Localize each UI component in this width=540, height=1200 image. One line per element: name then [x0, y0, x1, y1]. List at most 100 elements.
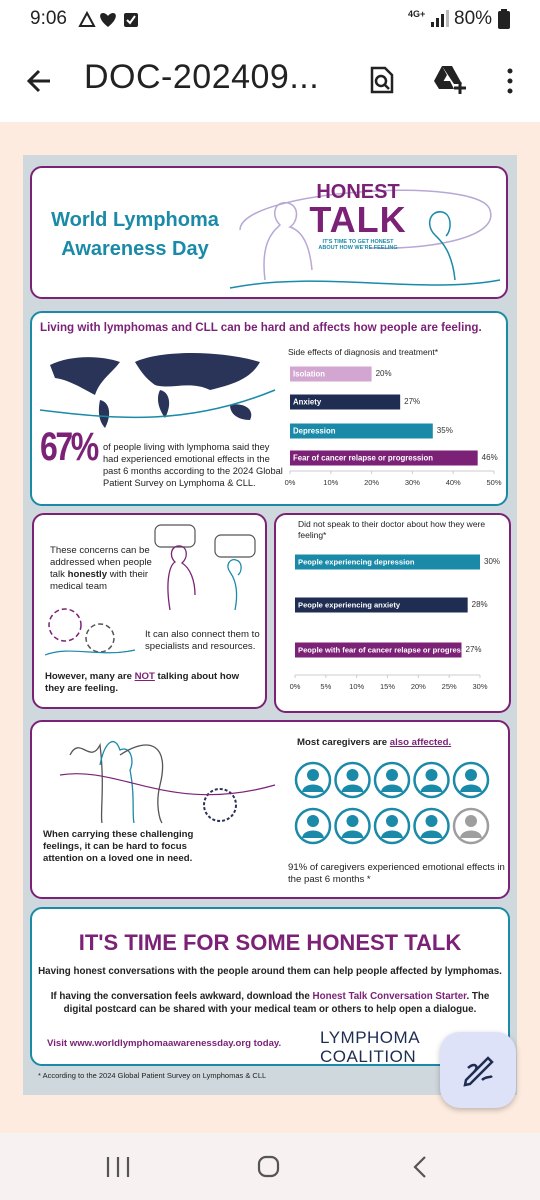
chart-title: Did not speak to their doctor about how …: [298, 519, 486, 540]
concerns-text: These concerns can be addressed when peo…: [50, 545, 162, 593]
value-label: 27%: [404, 397, 420, 406]
home-button[interactable]: [256, 1155, 282, 1179]
text-part: talking about how they are feeling.: [45, 671, 240, 694]
person-icon-head: [307, 769, 319, 781]
logo-line: TALK: [309, 199, 407, 240]
honest-line: Having honest conversations with the peo…: [38, 966, 502, 977]
person-icon-body: [302, 830, 324, 838]
x-tick-label: 0%: [290, 682, 301, 691]
signal-icon: [431, 10, 449, 27]
caregiver-stat: 91% of caregivers experienced emotional …: [288, 862, 505, 885]
footnote: * According to the 2024 Global Patient S…: [38, 1071, 267, 1080]
bar: [290, 366, 372, 382]
text-part: If having the conversation feels awkward…: [50, 991, 313, 1002]
person-icon-head: [346, 815, 359, 827]
person-icon-head: [386, 815, 398, 827]
value-label: 28%: [472, 600, 488, 609]
person-icon-ring: [413, 807, 450, 845]
section-box: [30, 907, 510, 1066]
person-icon-body: [460, 830, 482, 838]
logo-line: HONEST: [316, 181, 400, 203]
edit-icon: [463, 1056, 494, 1087]
x-tick-label: 50%: [486, 478, 501, 487]
section-box: [30, 311, 508, 506]
more-button[interactable]: [505, 66, 515, 96]
logo-tagline: ABOUT HOW WE'RE FEELING: [318, 244, 398, 251]
person-icon-head: [425, 815, 438, 827]
x-tick-label: 30%: [405, 478, 420, 487]
bar-category-label: People with fear of cancer relapse or pr…: [298, 646, 477, 655]
section-heading: Living with lymphomas and CLL can be har…: [40, 321, 482, 334]
x-tick-label: 5%: [320, 682, 331, 691]
x-tick-label: 0%: [285, 478, 296, 487]
person-icon-body: [302, 784, 324, 792]
person-icon-head: [425, 769, 438, 781]
call-to-action-title: IT'S TIME FOR SOME HONEST TALK: [78, 930, 462, 955]
logo-line: LYMPHOMA: [320, 1028, 421, 1047]
bar: [290, 394, 401, 410]
person-icon-ring: [413, 761, 450, 799]
bar-category-label: People experiencing anxiety: [298, 601, 401, 610]
document-title: DOC-202409...: [84, 58, 320, 96]
stat-text: of people living with lymphoma said they…: [103, 442, 283, 488]
header-illustration: [229, 189, 501, 289]
value-label: 30%: [484, 557, 500, 566]
person-icon-ring: [334, 807, 371, 845]
status-network: 4G+: [408, 9, 426, 19]
section-box: [274, 513, 511, 713]
bar-category-label: Anxiety: [293, 398, 322, 407]
back-button[interactable]: [24, 66, 54, 96]
edit-fab[interactable]: [440, 1032, 516, 1108]
caregiver-left-text: When carrying these challenging feelings…: [43, 829, 194, 864]
person-icon-body: [341, 830, 364, 838]
bar: [290, 423, 433, 439]
text-part: Most caregivers are: [297, 737, 390, 748]
starter-text: If having the conversation feels awkward…: [38, 990, 502, 1016]
text-part: However, many are: [45, 671, 135, 682]
status-battery: 80%: [454, 8, 493, 29]
starter-link[interactable]: Honest Talk Conversation Starter: [312, 991, 467, 1002]
caregiver-heading: Most caregivers are also affected.: [297, 737, 451, 748]
person-icon-body: [341, 784, 364, 792]
x-tick-label: 15%: [380, 682, 395, 691]
person-icon-body: [381, 784, 403, 792]
person-icon-ring: [373, 807, 411, 845]
x-tick-label: 20%: [411, 682, 426, 691]
value-label: 27%: [466, 645, 482, 654]
text-emphasis: NOT: [134, 671, 155, 682]
visit-link[interactable]: Visit www.worldlymphomaawarenessday.org …: [47, 1038, 282, 1049]
bar-chart: 0% 10% 20% 30% 40% 50% Isolation 20% Anxiety 27% D…: [285, 366, 502, 487]
text-part: with their medical team: [50, 569, 149, 592]
person-icon-body: [420, 784, 443, 792]
person-icon-ring: [294, 807, 332, 845]
value-label: 35%: [437, 426, 453, 435]
bar-category-label: Depression: [293, 427, 336, 436]
header-title: World Lymphoma Awareness Day: [50, 206, 220, 264]
bar-chart: 0% 5% 10% 15% 20% 25% 30% People experiencing d…: [290, 554, 500, 691]
person-icon-ring: [334, 761, 371, 799]
header-box: [30, 166, 508, 299]
text-emphasis: honestly: [67, 569, 108, 580]
bar: [290, 450, 478, 466]
text-emphasis: also affected.: [389, 737, 452, 748]
drive-add-button[interactable]: [432, 64, 468, 96]
title-line: World Lymphoma: [51, 209, 219, 231]
battery-icon: [498, 9, 510, 29]
person-icon-body: [460, 784, 482, 792]
x-tick-label: 10%: [349, 682, 364, 691]
person-icon-ring: [452, 807, 490, 845]
search-doc-button[interactable]: [368, 66, 396, 94]
x-tick-label: 25%: [442, 682, 457, 691]
x-tick-label: 20%: [364, 478, 379, 487]
x-tick-label: 10%: [323, 478, 338, 487]
person-icon-ring: [373, 761, 411, 799]
recents-button[interactable]: [105, 1155, 131, 1179]
world-map: [40, 353, 276, 428]
chart-title: Side effects of diagnosis and treatment*: [288, 347, 439, 357]
title-line: Awareness Day: [61, 238, 209, 260]
coalition-logo: LYMPHOMA COALITION: [320, 1028, 420, 1066]
nav-back-button[interactable]: [410, 1155, 430, 1179]
nav-bar: [0, 1133, 540, 1200]
status-icons: [78, 10, 138, 27]
